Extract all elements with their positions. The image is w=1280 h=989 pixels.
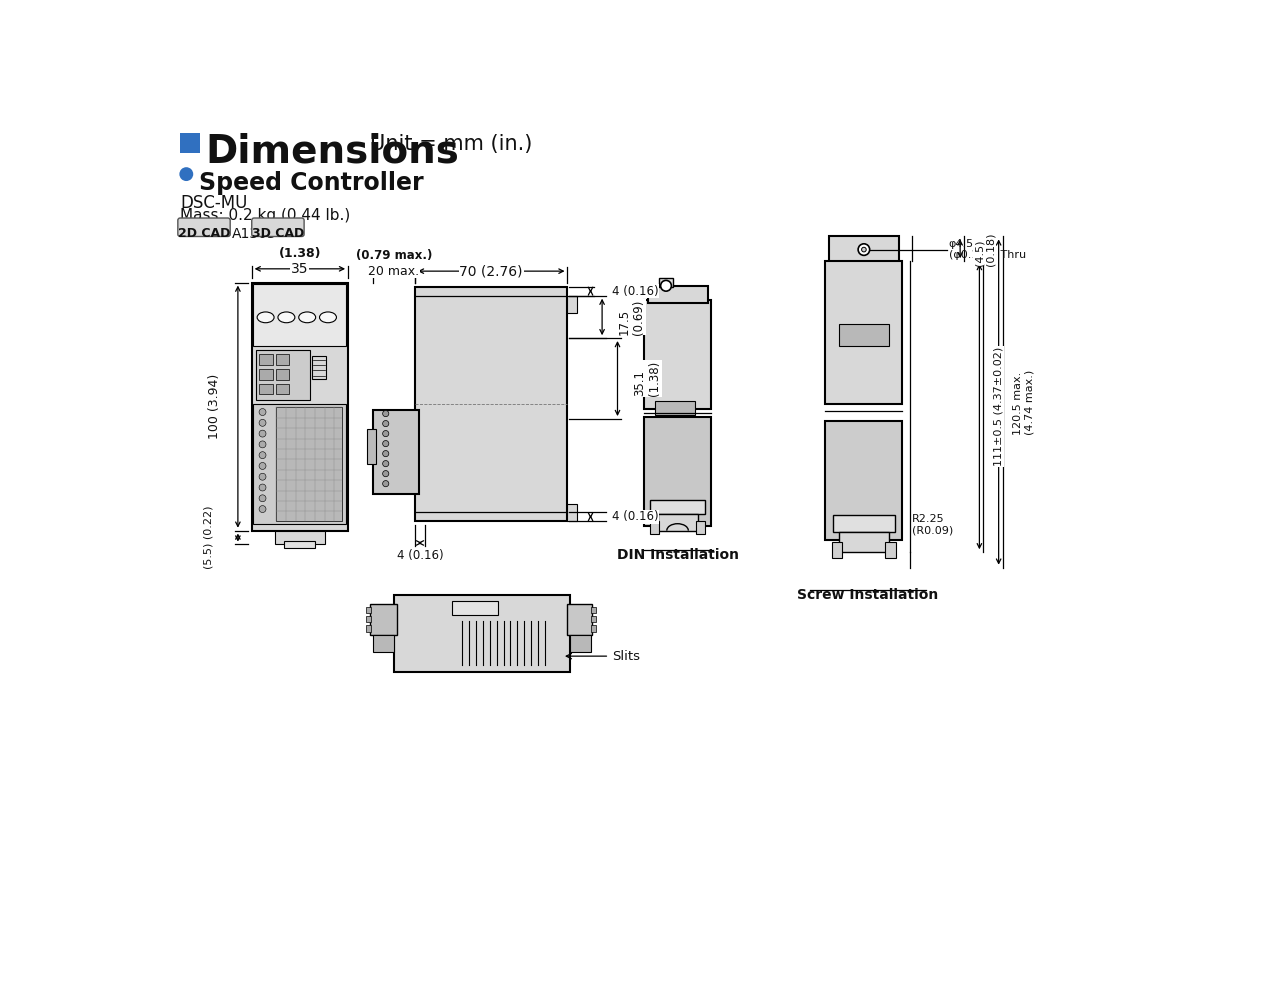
Circle shape: [383, 471, 389, 477]
Bar: [276, 369, 289, 380]
Circle shape: [861, 247, 867, 252]
Circle shape: [383, 420, 389, 426]
Circle shape: [259, 408, 266, 415]
Bar: [415, 287, 567, 521]
Bar: [644, 300, 712, 409]
Circle shape: [383, 481, 389, 487]
Text: φ4.5
(φ0.177) Thru: φ4.5 (φ0.177) Thru: [948, 238, 1025, 260]
Circle shape: [383, 451, 389, 457]
Text: 120.5 max.
(4.74 max.): 120.5 max. (4.74 max.): [1012, 370, 1034, 434]
Text: 2D CAD: 2D CAD: [178, 227, 230, 240]
Circle shape: [858, 244, 869, 255]
Text: 100 (3.94): 100 (3.94): [209, 374, 221, 439]
Bar: [372, 409, 419, 494]
Circle shape: [259, 441, 266, 448]
Bar: [370, 603, 397, 635]
Bar: [452, 600, 498, 614]
Text: (4.5)
(0.18): (4.5) (0.18): [974, 232, 996, 266]
Text: 4 (0.16): 4 (0.16): [612, 285, 659, 298]
Bar: [372, 635, 394, 652]
Bar: [826, 261, 902, 404]
Bar: [394, 594, 570, 672]
Bar: [591, 616, 596, 622]
Bar: [276, 384, 289, 395]
Text: (1.38): (1.38): [279, 246, 321, 259]
Bar: [840, 324, 888, 346]
Ellipse shape: [298, 312, 316, 322]
Circle shape: [383, 410, 389, 416]
Text: (5.5) (0.22): (5.5) (0.22): [204, 505, 214, 570]
Bar: [180, 133, 200, 152]
Text: Slits: Slits: [566, 650, 640, 663]
Bar: [591, 625, 596, 632]
Bar: [567, 603, 593, 635]
Bar: [829, 236, 899, 263]
Circle shape: [383, 440, 389, 447]
Text: 35: 35: [291, 262, 308, 276]
Bar: [655, 402, 695, 415]
Text: 4 (0.16): 4 (0.16): [612, 510, 659, 523]
Bar: [252, 283, 348, 531]
Bar: [256, 350, 310, 401]
Circle shape: [660, 280, 672, 291]
Bar: [650, 520, 659, 534]
Bar: [567, 504, 577, 521]
Circle shape: [259, 419, 266, 426]
Text: (0.79 max.): (0.79 max.): [356, 249, 433, 262]
Text: Unit = mm (in.): Unit = mm (in.): [370, 135, 532, 154]
Text: DSC-MU: DSC-MU: [180, 194, 247, 212]
Bar: [644, 416, 712, 526]
Text: R2.25
(R0.09): R2.25 (R0.09): [911, 513, 952, 535]
Bar: [826, 420, 902, 540]
Bar: [260, 354, 273, 365]
Bar: [284, 541, 315, 548]
Circle shape: [179, 167, 193, 181]
Bar: [276, 354, 289, 365]
Text: 111±0.5 (4.37±0.02): 111±0.5 (4.37±0.02): [993, 347, 1004, 466]
Bar: [253, 405, 347, 524]
Text: A1303: A1303: [232, 227, 276, 241]
Text: 70 (2.76): 70 (2.76): [460, 264, 524, 278]
Bar: [591, 607, 596, 613]
Bar: [833, 515, 895, 532]
Circle shape: [259, 484, 266, 491]
Text: Screw Installation: Screw Installation: [797, 588, 938, 602]
Circle shape: [259, 463, 266, 470]
Bar: [648, 286, 708, 303]
Circle shape: [259, 430, 266, 437]
Text: 17.5
(0.69): 17.5 (0.69): [617, 300, 645, 334]
Bar: [696, 520, 705, 534]
Circle shape: [259, 494, 266, 501]
FancyBboxPatch shape: [252, 218, 305, 236]
Bar: [659, 278, 673, 288]
Bar: [832, 542, 842, 558]
Bar: [840, 532, 888, 552]
Bar: [253, 284, 347, 346]
Ellipse shape: [320, 312, 337, 322]
Ellipse shape: [257, 312, 274, 322]
Bar: [366, 607, 371, 613]
Bar: [367, 429, 376, 464]
Bar: [275, 531, 325, 545]
Bar: [366, 625, 371, 632]
Bar: [658, 513, 698, 531]
Text: 35.1
(1.38): 35.1 (1.38): [632, 361, 660, 397]
Bar: [886, 542, 896, 558]
Text: Dimensions: Dimensions: [206, 133, 460, 170]
Bar: [570, 635, 591, 652]
Circle shape: [259, 474, 266, 481]
Text: 3D CAD: 3D CAD: [252, 227, 305, 240]
FancyBboxPatch shape: [178, 218, 230, 236]
Text: Mass: 0.2 kg (0.44 lb.): Mass: 0.2 kg (0.44 lb.): [180, 208, 351, 223]
Bar: [312, 356, 325, 379]
Bar: [650, 499, 705, 513]
Circle shape: [259, 505, 266, 512]
Bar: [260, 369, 273, 380]
Circle shape: [259, 452, 266, 459]
Circle shape: [383, 461, 389, 467]
Bar: [276, 407, 342, 520]
Circle shape: [383, 430, 389, 437]
Bar: [567, 296, 577, 313]
Text: Speed Controller: Speed Controller: [198, 171, 424, 195]
Text: 20 max.: 20 max.: [369, 265, 420, 278]
